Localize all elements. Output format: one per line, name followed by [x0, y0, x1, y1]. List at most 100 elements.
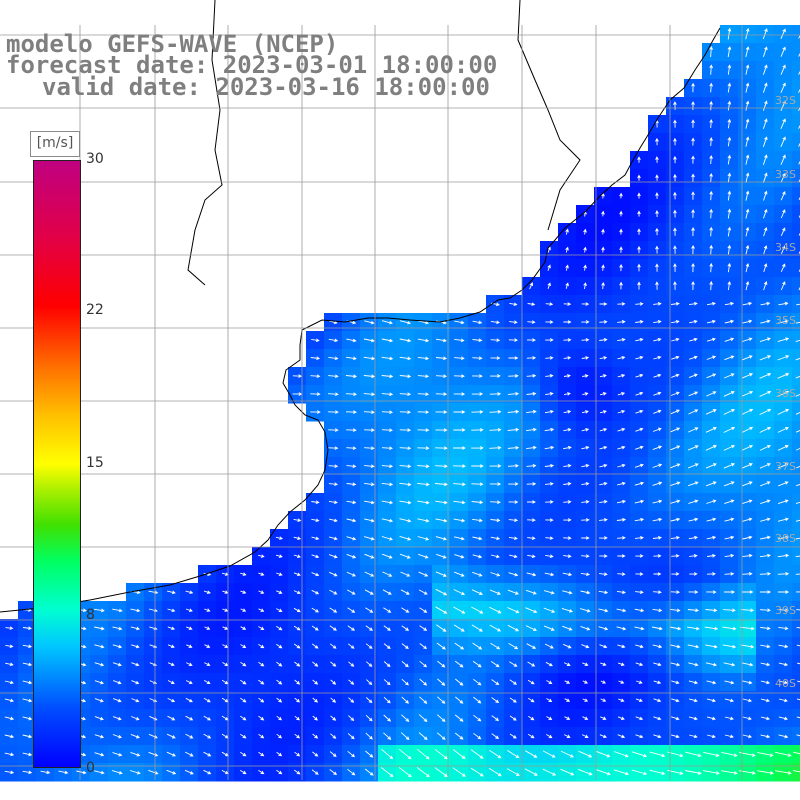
wind-arrow: [582, 662, 589, 666]
wind-arrow: [276, 661, 283, 667]
wind-arrow: [508, 482, 519, 486]
wind-arrow: [545, 482, 554, 486]
wind-arrow: [636, 680, 643, 684]
wind-arrow: [436, 714, 446, 722]
field-cell: [792, 295, 800, 314]
field-cell: [792, 277, 800, 296]
wind-arrow: [599, 499, 608, 504]
wind-arrow: [706, 698, 717, 703]
wind-arrow: [454, 320, 465, 325]
wind-arrow: [167, 608, 176, 613]
wind-arrow: [709, 64, 714, 75]
wind-arrow: [724, 301, 735, 306]
wind-arrow: [637, 156, 641, 163]
wind-arrow: [780, 154, 786, 165]
wind-arrow: [526, 445, 537, 450]
wind-arrow: [292, 392, 303, 396]
wind-arrow: [364, 428, 375, 432]
wind-arrow: [780, 136, 786, 147]
wind-arrow: [582, 698, 589, 702]
wind-arrow: [617, 302, 626, 306]
wind-arrow: [742, 517, 753, 522]
wind-arrow: [583, 246, 587, 253]
wind-arrow: [562, 572, 573, 577]
wind-arrow: [240, 733, 247, 739]
wind-arrow: [689, 337, 698, 342]
wind-arrow: [673, 245, 677, 254]
wind-arrow: [688, 698, 698, 703]
wind-arrow: [565, 246, 569, 253]
wind-arrow: [778, 301, 789, 306]
wind-arrow: [653, 590, 662, 594]
wind-arrow: [724, 535, 735, 540]
wind-arrow: [526, 391, 537, 396]
wind-arrow: [655, 263, 659, 272]
wind-arrow: [637, 210, 641, 217]
wind-arrow: [258, 661, 265, 667]
field-cell: [792, 349, 800, 368]
wind-arrow: [741, 463, 753, 469]
wind-arrow: [759, 426, 772, 433]
wind-arrow: [545, 536, 554, 540]
wind-arrow: [417, 536, 430, 541]
wind-arrow: [347, 607, 356, 613]
wind-arrow: [742, 571, 753, 576]
wind-arrow: [544, 427, 555, 432]
wind-arrow: [294, 679, 301, 685]
wind-arrow: [652, 535, 662, 540]
wind-arrow: [780, 28, 786, 39]
wind-arrow: [347, 625, 355, 631]
wind-arrow: [795, 519, 800, 522]
wind-arrow: [599, 572, 608, 577]
wind-arrow: [596, 750, 611, 758]
wind-arrow: [471, 624, 483, 632]
wind-arrow: [777, 571, 790, 576]
wind-arrow: [185, 590, 194, 595]
wind-arrow: [798, 124, 800, 129]
wind-arrow: [565, 282, 569, 289]
wind-arrow: [508, 338, 519, 342]
wind-arrow: [727, 118, 732, 129]
wind-arrow: [399, 535, 412, 541]
wind-arrow: [777, 499, 789, 505]
field-cell: [792, 637, 800, 656]
wind-arrow: [723, 408, 736, 415]
wind-arrow: [691, 82, 695, 93]
wind-arrow: [741, 408, 754, 416]
wind-arrow: [759, 390, 772, 397]
wind-arrow: [418, 571, 429, 577]
wind-arrow: [167, 715, 176, 721]
wind-arrow: [435, 446, 448, 450]
wind-arrow: [418, 553, 429, 559]
wind-arrow: [655, 156, 659, 163]
wind-arrow: [276, 733, 283, 739]
wind-arrow: [723, 662, 736, 667]
wind-arrow: [94, 644, 105, 649]
wind-arrow: [649, 751, 666, 758]
wind-arrow: [543, 607, 556, 613]
wind-arrow: [759, 337, 771, 343]
wind-arrow: [637, 263, 641, 272]
wind-arrow: [435, 588, 448, 596]
wind-arrow: [366, 679, 373, 686]
wind-arrow: [617, 536, 626, 540]
wind-arrow: [759, 590, 772, 594]
wind-arrow: [346, 428, 357, 432]
wind-arrow: [508, 572, 519, 577]
field-cell: [792, 25, 800, 44]
wind-arrow: [509, 302, 518, 307]
wind-arrow: [293, 536, 302, 541]
wind-arrow: [130, 626, 140, 631]
wind-arrow: [419, 625, 428, 631]
wind-arrow: [687, 626, 700, 631]
wind-arrow: [670, 644, 681, 649]
field-cell: [792, 151, 800, 170]
wind-arrow: [616, 608, 627, 613]
wind-arrow: [452, 464, 466, 468]
wind-arrow: [688, 481, 699, 487]
wind-arrow: [381, 482, 394, 487]
wind-arrow: [655, 210, 659, 218]
wind-arrow: [76, 770, 87, 775]
wind-arrow: [276, 608, 283, 612]
wind-arrow: [527, 302, 536, 306]
